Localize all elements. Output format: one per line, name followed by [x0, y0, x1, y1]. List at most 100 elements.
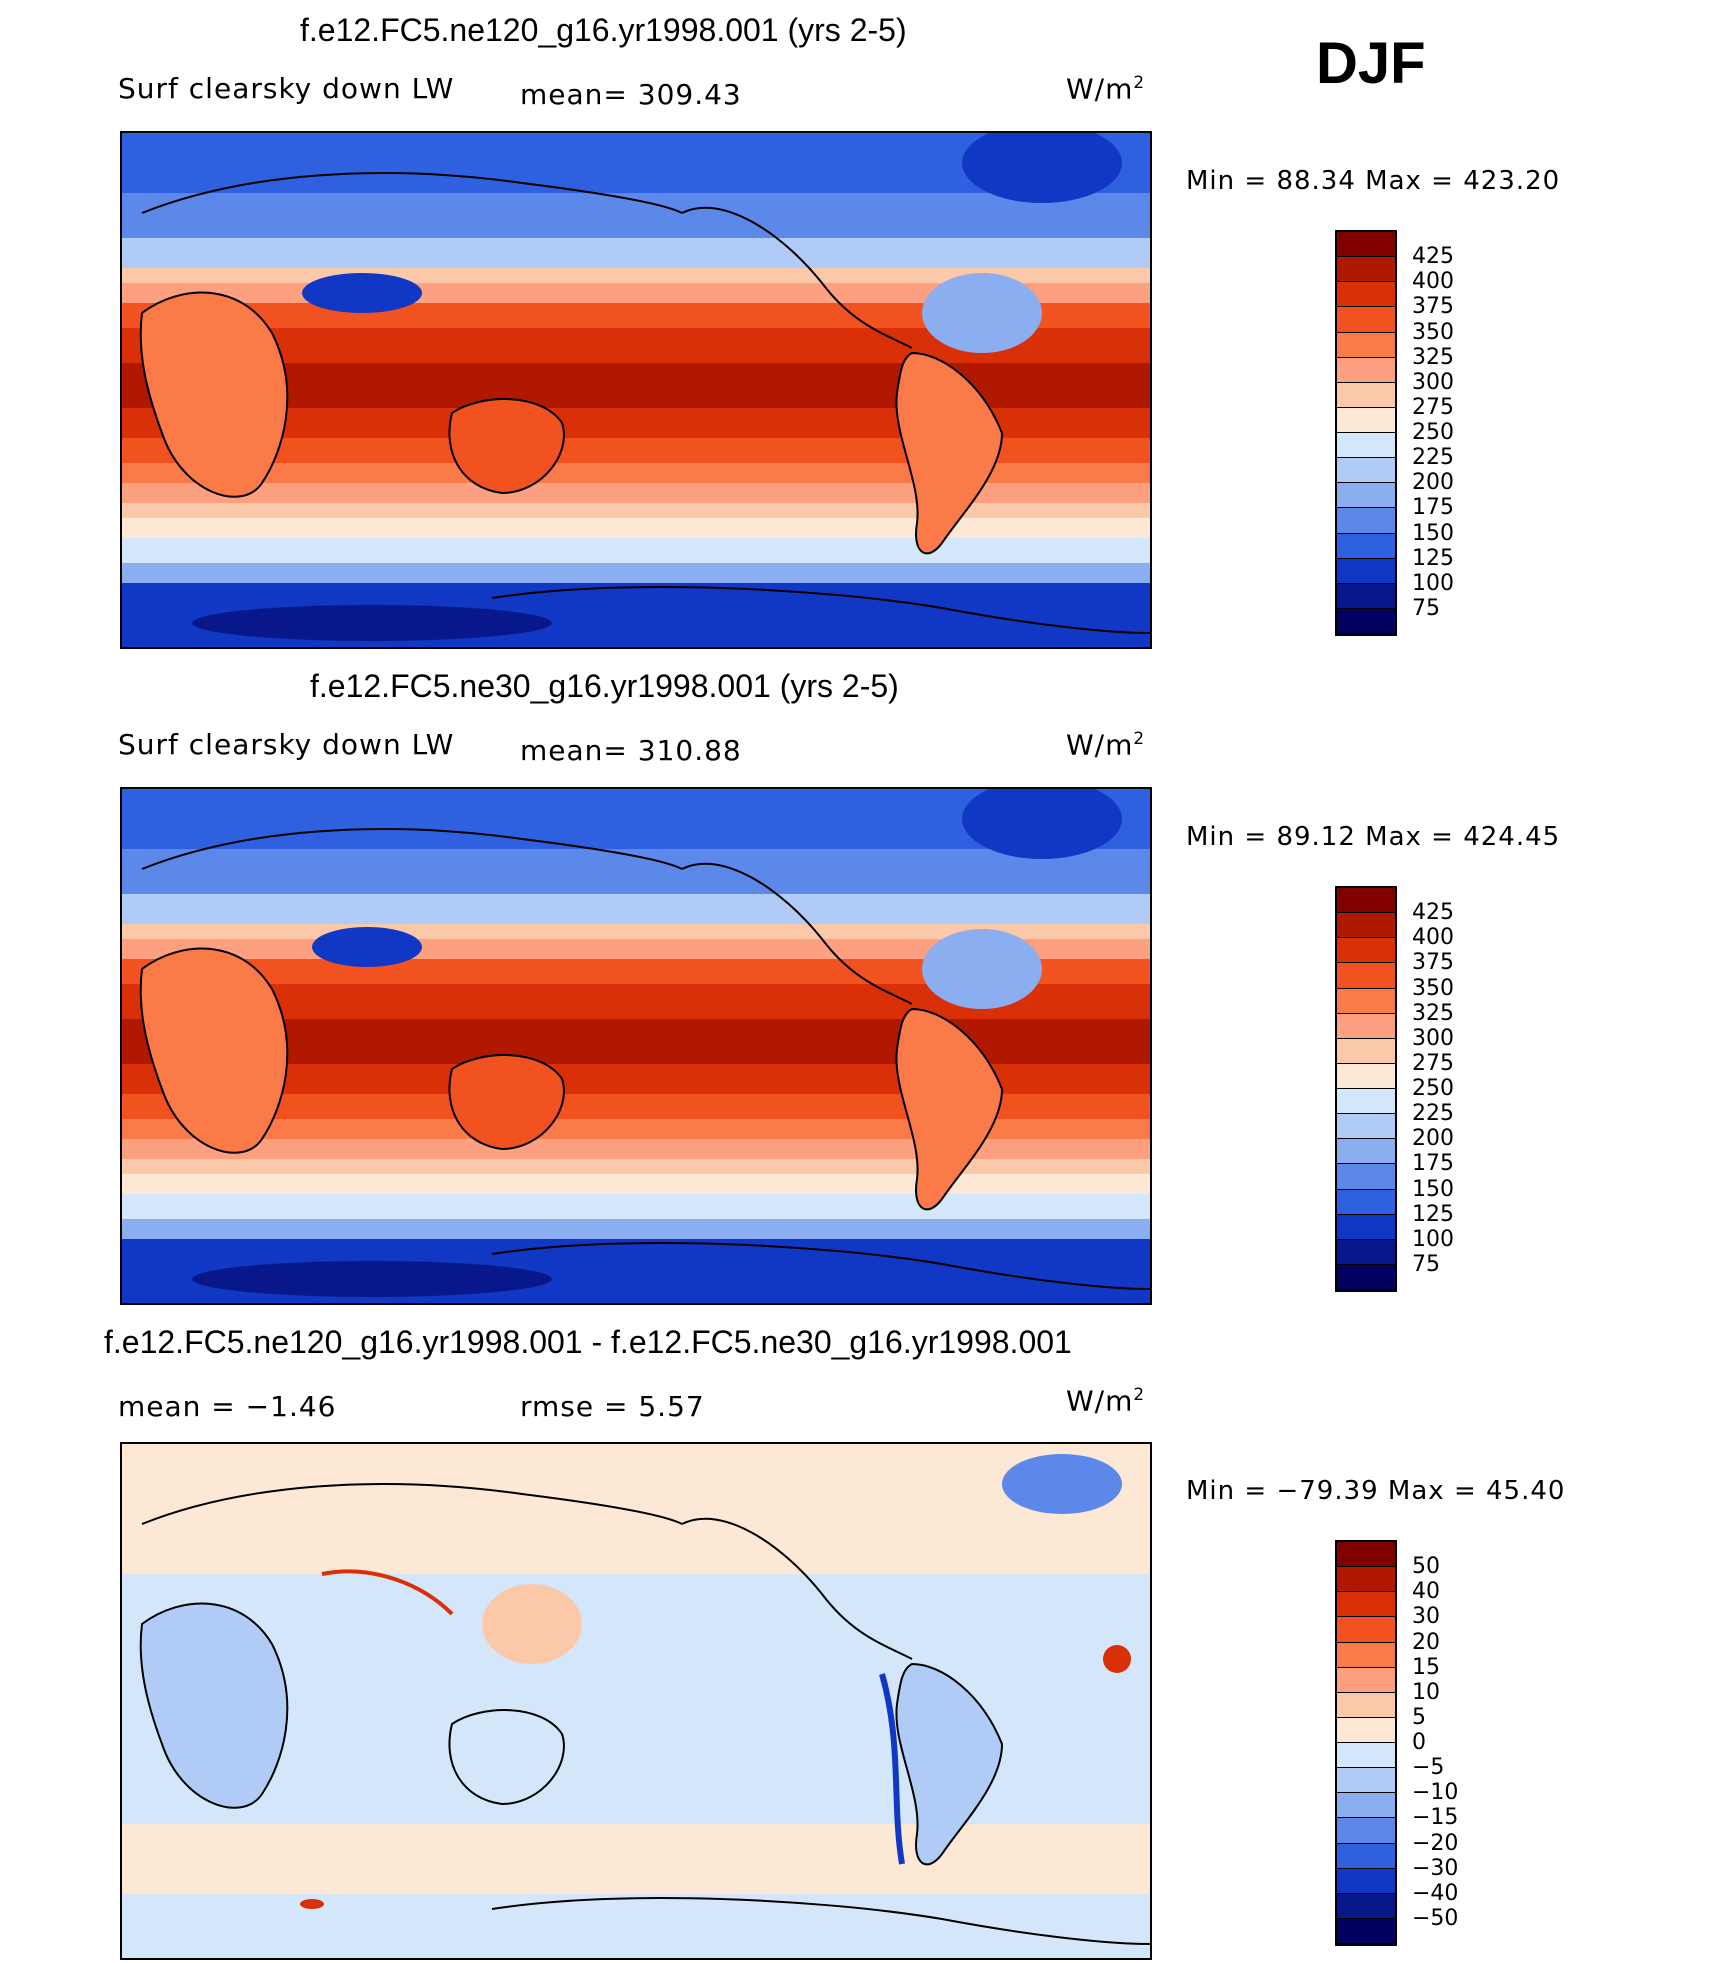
colorbar-level-label: 150: [1412, 1176, 1454, 1202]
colorbar-level-label: 0: [1412, 1730, 1426, 1755]
colorbar-swatch: [1337, 558, 1395, 584]
colorbar-swatch: [1337, 458, 1395, 484]
colorbar-swatch: [1337, 1868, 1395, 1894]
panel-3-map-field: [122, 1444, 1150, 1958]
colorbar-level-label: 100: [1412, 570, 1454, 596]
colorbar-level-label: −5: [1412, 1755, 1445, 1781]
colorbar-level-label: 100: [1412, 1226, 1454, 1252]
colorbar-level-label: 175: [1412, 495, 1454, 521]
panel-3-colorbar: [1335, 1540, 1397, 1946]
colorbar-swatch: [1337, 1239, 1395, 1265]
panel-2-variable-label: Surf clearsky down LW: [118, 728, 455, 761]
colorbar-swatch: [1337, 282, 1395, 308]
colorbar-swatch: [1337, 1114, 1395, 1140]
colorbar-swatch: [1337, 963, 1395, 989]
colorbar-swatch: [1337, 1793, 1395, 1819]
colorbar-level-label: 5: [1412, 1704, 1426, 1730]
colorbar-swatch: [1337, 1592, 1395, 1618]
colorbar-swatch: [1337, 483, 1395, 509]
colorbar-level-label: 350: [1412, 975, 1454, 1001]
colorbar-level-label: 150: [1412, 520, 1454, 546]
colorbar-level-label: 225: [1412, 445, 1454, 471]
colorbar-level-label: 275: [1412, 1050, 1454, 1076]
panel-3-map: [120, 1442, 1152, 1960]
panel-2-units-label: W/m2: [1066, 728, 1146, 762]
colorbar-level-label: 10: [1412, 1679, 1440, 1705]
colorbar-swatch: [1337, 533, 1395, 559]
colorbar-swatch: [1337, 1667, 1395, 1693]
colorbar-swatch: [1337, 1717, 1395, 1743]
panel-1-map-field: [122, 133, 1150, 647]
colorbar-level-label: 375: [1412, 294, 1454, 320]
panel-3-units-label: W/m2: [1066, 1384, 1146, 1418]
colorbar-level-label: 425: [1412, 244, 1454, 270]
colorbar-swatch: [1337, 332, 1395, 358]
colorbar-swatch: [1337, 1038, 1395, 1064]
panel-3-rmse-label: rmse = 5.57: [520, 1390, 705, 1423]
colorbar-swatch: [1337, 888, 1395, 914]
colorbar-level-label: 400: [1412, 269, 1454, 295]
colorbar-swatch: [1337, 1843, 1395, 1869]
panel-1-mean-label: mean= 309.43: [520, 78, 742, 111]
panel-1-map: [120, 131, 1152, 649]
colorbar-swatch: [1337, 1818, 1395, 1844]
colorbar-swatch: [1337, 257, 1395, 283]
colorbar-level-label: 225: [1412, 1101, 1454, 1127]
colorbar-swatch: [1337, 232, 1395, 258]
colorbar-level-label: −50: [1412, 1905, 1459, 1931]
colorbar-swatch: [1337, 1542, 1395, 1568]
panel-1-colorbar: [1335, 230, 1397, 636]
colorbar-level-label: 250: [1412, 420, 1454, 445]
colorbar-level-label: 30: [1412, 1604, 1440, 1630]
colorbar-swatch: [1337, 1139, 1395, 1165]
colorbar-level-label: 125: [1412, 1201, 1454, 1227]
panel-3-minmax: Min = −79.39 Max = 45.40: [1186, 1476, 1566, 1506]
colorbar-swatch: [1337, 433, 1395, 459]
panel-3-title: f.e12.FC5.ne120_g16.yr1998.001 - f.e12.F…: [104, 1324, 1072, 1360]
panel-2-colorbar: [1335, 886, 1397, 1292]
colorbar-level-label: 40: [1412, 1579, 1440, 1605]
colorbar-swatch: [1337, 1617, 1395, 1643]
colorbar-level-label: −40: [1412, 1880, 1459, 1906]
colorbar-level-label: 300: [1412, 369, 1454, 395]
colorbar-swatch: [1337, 1089, 1395, 1115]
panel-2-minmax: Min = 89.12 Max = 424.45: [1186, 822, 1561, 852]
colorbar-level-label: 300: [1412, 1025, 1454, 1051]
panel-3-mean-label: mean = −1.46: [118, 1390, 337, 1423]
colorbar-swatch: [1337, 1768, 1395, 1794]
colorbar-swatch: [1337, 583, 1395, 609]
colorbar-level-label: −10: [1412, 1780, 1459, 1806]
colorbar-level-label: −20: [1412, 1830, 1459, 1856]
panel-1-variable-label: Surf clearsky down LW: [118, 72, 455, 105]
colorbar-level-label: 175: [1412, 1151, 1454, 1177]
colorbar-swatch: [1337, 988, 1395, 1014]
colorbar-swatch: [1337, 357, 1395, 383]
panel-2-map-field: [122, 789, 1150, 1303]
colorbar-swatch: [1337, 1264, 1395, 1290]
colorbar-swatch: [1337, 1567, 1395, 1593]
colorbar-swatch: [1337, 1743, 1395, 1769]
colorbar-swatch: [1337, 1063, 1395, 1089]
colorbar-swatch: [1337, 608, 1395, 634]
colorbar-level-label: −30: [1412, 1855, 1459, 1881]
colorbar-swatch: [1337, 1918, 1395, 1944]
colorbar-swatch: [1337, 1893, 1395, 1919]
panel-2-map: [120, 787, 1152, 1305]
colorbar-level-label: 125: [1412, 545, 1454, 571]
colorbar-level-label: 200: [1412, 470, 1454, 496]
colorbar-swatch: [1337, 913, 1395, 939]
colorbar-level-label: 325: [1412, 344, 1454, 370]
colorbar-swatch: [1337, 938, 1395, 964]
colorbar-level-label: −15: [1412, 1805, 1459, 1831]
colorbar-swatch: [1337, 382, 1395, 408]
colorbar-swatch: [1337, 1013, 1395, 1039]
colorbar-level-label: 200: [1412, 1126, 1454, 1152]
panel-2-title: f.e12.FC5.ne30_g16.yr1998.001 (yrs 2-5): [310, 668, 899, 704]
season-label: DJF: [1316, 31, 1426, 96]
colorbar-level-label: 50: [1412, 1554, 1440, 1580]
colorbar-level-label: 425: [1412, 900, 1454, 926]
colorbar-level-label: 350: [1412, 319, 1454, 345]
colorbar-swatch: [1337, 1642, 1395, 1668]
colorbar-level-label: 15: [1412, 1654, 1440, 1680]
colorbar-swatch: [1337, 1164, 1395, 1190]
